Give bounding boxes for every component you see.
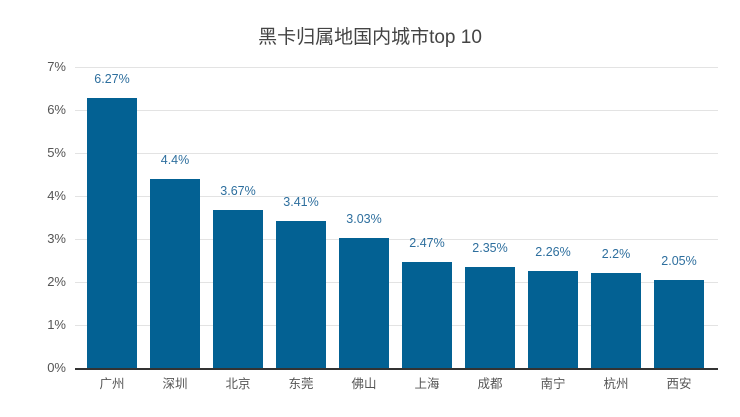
x-category-label: 北京 [225, 377, 251, 391]
x-category-label: 西安 [666, 377, 692, 391]
x-category-label: 深圳 [162, 377, 188, 391]
gridline [75, 153, 718, 154]
x-category-label: 上海 [414, 377, 440, 391]
y-tick-label: 5% [47, 145, 66, 160]
bar-1[interactable] [150, 178, 200, 368]
x-axis-line [75, 368, 718, 370]
bar-3[interactable] [276, 221, 326, 368]
gridline [75, 282, 718, 283]
x-category-label: 南宁 [540, 377, 566, 391]
bar-value-label: 6.27% [94, 72, 130, 87]
y-tick-label: 1% [47, 317, 66, 332]
chart-title: 黑卡归属地国内城市top 10 [258, 27, 482, 48]
bar-0[interactable] [87, 98, 137, 368]
gridline [75, 196, 718, 197]
bar-value-label: 3.41% [283, 195, 319, 210]
gridline [75, 325, 718, 326]
bar-8[interactable] [591, 273, 641, 368]
bar-2[interactable] [213, 210, 263, 368]
y-tick-label: 4% [47, 188, 66, 203]
bar-5[interactable] [402, 261, 452, 368]
gridline [75, 110, 718, 111]
bar-6[interactable] [465, 266, 515, 368]
x-category-label: 成都 [477, 377, 503, 391]
y-tick-label: 7% [47, 59, 66, 74]
gridline [75, 239, 718, 240]
y-tick-label: 6% [47, 102, 66, 117]
x-category-label: 佛山 [351, 377, 377, 391]
bar-value-label: 3.03% [346, 211, 382, 226]
bar-value-label: 2.26% [535, 244, 571, 259]
bar-7[interactable] [528, 270, 578, 368]
y-tick-label: 2% [47, 274, 66, 289]
bar-value-label: 2.05% [661, 253, 697, 268]
bar-value-label: 2.35% [472, 240, 508, 255]
bar-4[interactable] [339, 237, 389, 368]
bar-9[interactable] [654, 279, 704, 368]
bar-value-label: 2.47% [409, 235, 445, 250]
bar-value-label: 3.67% [220, 184, 256, 199]
x-category-label: 东莞 [288, 377, 314, 391]
y-tick-label: 0% [47, 360, 66, 375]
y-tick-label: 3% [47, 231, 66, 246]
bar-value-label: 4.4% [160, 152, 190, 167]
x-category-label: 广州 [99, 377, 125, 391]
bar-value-label: 2.2% [601, 247, 631, 262]
x-category-label: 杭州 [603, 377, 629, 391]
gridline [75, 67, 718, 68]
